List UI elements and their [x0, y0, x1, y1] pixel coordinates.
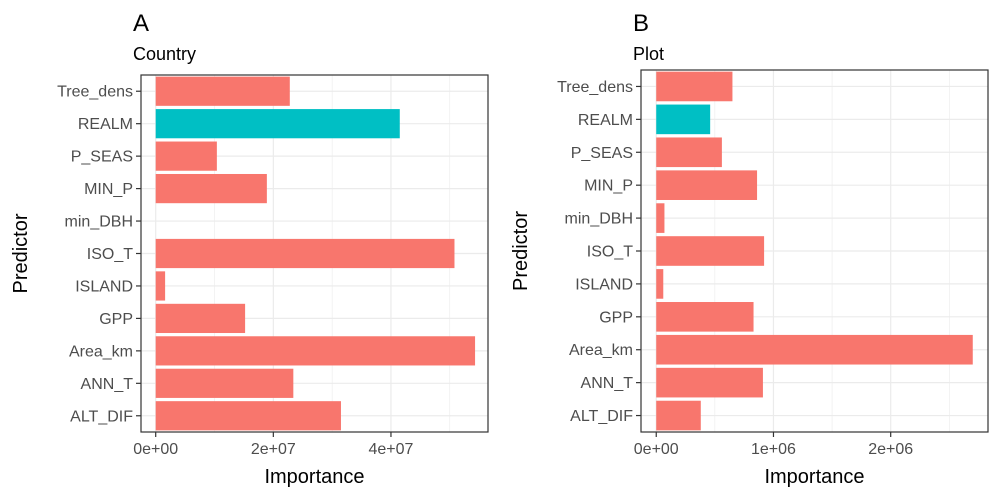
bar-iso-t [656, 236, 765, 266]
bar-p-seas [656, 137, 722, 168]
bar-p-seas [155, 141, 217, 171]
y-tick-label: ISLAND [575, 276, 633, 293]
bar-min-p [656, 170, 758, 200]
y-tick-label: GPP [599, 309, 633, 326]
x-tick-label: 4e+07 [368, 441, 413, 458]
x-tick-label: 2e+07 [251, 441, 296, 458]
bar-ann-t [656, 367, 763, 398]
x-tick-label: 0e+00 [133, 441, 178, 458]
y-tick-label: REALM [78, 116, 133, 133]
x-tick-label: 0e+00 [634, 441, 679, 458]
bar-island [656, 269, 664, 299]
x-axis-title: Importance [764, 466, 864, 488]
y-tick-label: GPP [99, 311, 133, 328]
y-tick-label: REALM [578, 112, 633, 129]
y-tick-label: ISLAND [75, 278, 133, 295]
bar-iso-t [155, 238, 455, 269]
bar-alt-dif [656, 400, 701, 431]
y-tick-label: ANN_T [581, 375, 634, 392]
x-tick-label: 1e+06 [751, 441, 796, 458]
y-tick-label: MIN_P [84, 181, 133, 198]
y-tick-label: ANN_T [81, 376, 134, 393]
panel-tag: B [633, 10, 649, 37]
y-tick-label: ALT_DIF [70, 408, 133, 425]
x-tick-label: 2e+06 [868, 441, 913, 458]
chart-panel-b: Tree_dens REALM P_SEAS MIN_P min_DBH ISO_T ISL… [510, 10, 989, 488]
bar-ann-t [155, 368, 294, 398]
y-tick-label: ALT_DIF [570, 408, 633, 425]
y-tick-label: min_DBH [565, 211, 633, 228]
y-tick-label: min_DBH [65, 214, 133, 231]
bar-island [155, 271, 166, 301]
bar-alt-dif [155, 401, 341, 431]
y-tick-label: Area_km [569, 342, 633, 359]
y-tick-label: P_SEAS [71, 149, 133, 166]
panel-subtitle: Country [133, 44, 196, 64]
bar-min-p [155, 173, 267, 204]
chart-panel-a: Tree_dens REALM P_SEAS MIN_P min_DBH ISO_T ISL… [10, 10, 489, 488]
y-axis-title: Predictor [10, 213, 32, 293]
bar-min-dbh [656, 203, 665, 233]
panel-tag: A [133, 10, 149, 37]
y-tick-label: Tree_dens [57, 84, 133, 101]
bar-realm [155, 109, 400, 139]
y-tick-label: ISO_T [87, 246, 133, 263]
x-axis-title: Importance [264, 466, 364, 488]
bar-tree-dens [155, 76, 290, 106]
y-tick-label: MIN_P [584, 178, 633, 195]
y-tick-label: ISO_T [587, 244, 633, 261]
bar-area-km [656, 334, 973, 365]
bar-realm [656, 104, 711, 135]
y-axis-title: Predictor [510, 211, 532, 291]
y-tick-label: Area_km [69, 343, 133, 360]
bar-tree-dens [656, 71, 733, 102]
y-tick-label: P_SEAS [571, 145, 633, 162]
bar-gpp [155, 303, 246, 334]
bar-area-km [155, 336, 476, 366]
bar-gpp [656, 302, 754, 332]
panel-subtitle: Plot [633, 44, 664, 64]
y-tick-label: Tree_dens [557, 79, 633, 96]
